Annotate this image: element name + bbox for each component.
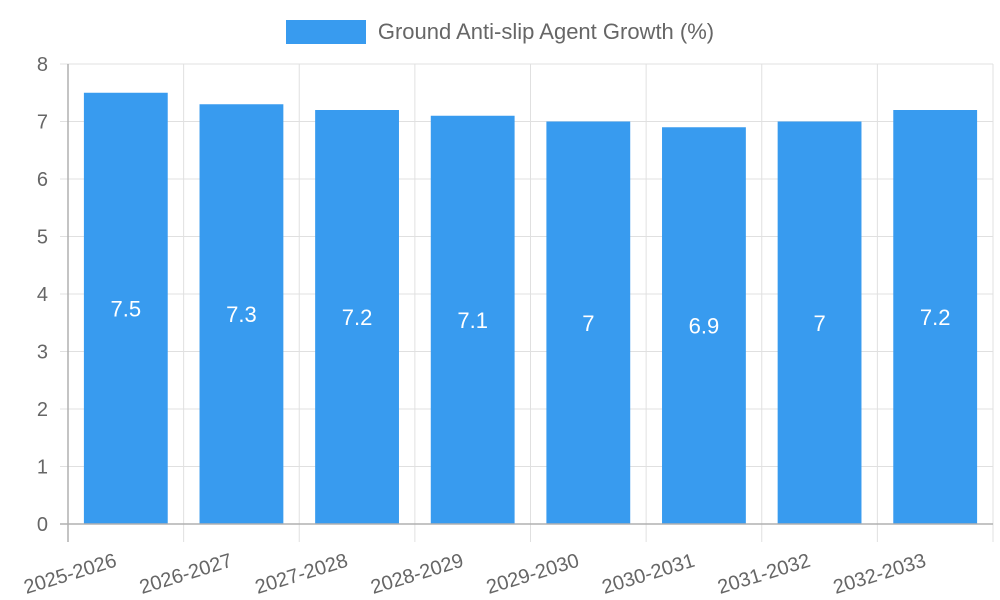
y-tick-label: 8 bbox=[37, 54, 48, 76]
y-tick-label: 7 bbox=[37, 112, 48, 134]
x-tick-label: 2026-2027 bbox=[137, 550, 235, 599]
bar-value-label: 7 bbox=[813, 311, 825, 336]
x-tick-label: 2029-2030 bbox=[484, 550, 582, 599]
axes bbox=[60, 64, 993, 542]
bar[interactable] bbox=[893, 110, 978, 524]
bar[interactable] bbox=[83, 92, 168, 524]
y-tick-label: 0 bbox=[37, 514, 48, 536]
bar-value-label: 6.9 bbox=[689, 314, 720, 339]
bar-value-label: 7.3 bbox=[226, 302, 257, 327]
x-tick-label: 2025-2026 bbox=[21, 550, 119, 599]
y-tick-label: 4 bbox=[37, 284, 48, 306]
bar[interactable] bbox=[315, 110, 399, 524]
x-tick-label: 2032-2033 bbox=[831, 550, 929, 599]
legend-swatch[interactable] bbox=[285, 20, 366, 44]
x-tick-label: 2028-2029 bbox=[368, 550, 466, 599]
legend-label[interactable]: Ground Anti-slip Agent Growth (%) bbox=[377, 19, 715, 44]
y-tick-label: 1 bbox=[37, 457, 48, 479]
x-tick-label: 2030-2031 bbox=[599, 550, 697, 599]
y-tick-label: 2 bbox=[37, 399, 48, 421]
bar-value-label: 7.2 bbox=[920, 305, 951, 330]
bar[interactable] bbox=[430, 115, 515, 524]
chart-legend: Ground Anti-slip Agent Growth (%) bbox=[0, 18, 1000, 46]
bar-value-label: 7.5 bbox=[111, 296, 142, 321]
bar-value-label: 7 bbox=[582, 311, 594, 336]
x-tick-label: 2027-2028 bbox=[253, 550, 351, 599]
bar[interactable] bbox=[662, 127, 746, 524]
y-tick-label: 3 bbox=[37, 342, 48, 364]
y-tick-label: 6 bbox=[37, 169, 48, 191]
x-tick-label: 2031-2032 bbox=[715, 550, 813, 599]
bar[interactable] bbox=[777, 121, 862, 525]
y-tick-label: 5 bbox=[37, 227, 48, 249]
bar-value-label: 7.2 bbox=[342, 305, 373, 330]
bar-value-label: 7.1 bbox=[457, 308, 488, 333]
bars bbox=[83, 92, 978, 525]
bar[interactable] bbox=[199, 104, 284, 524]
bar[interactable] bbox=[546, 121, 631, 525]
